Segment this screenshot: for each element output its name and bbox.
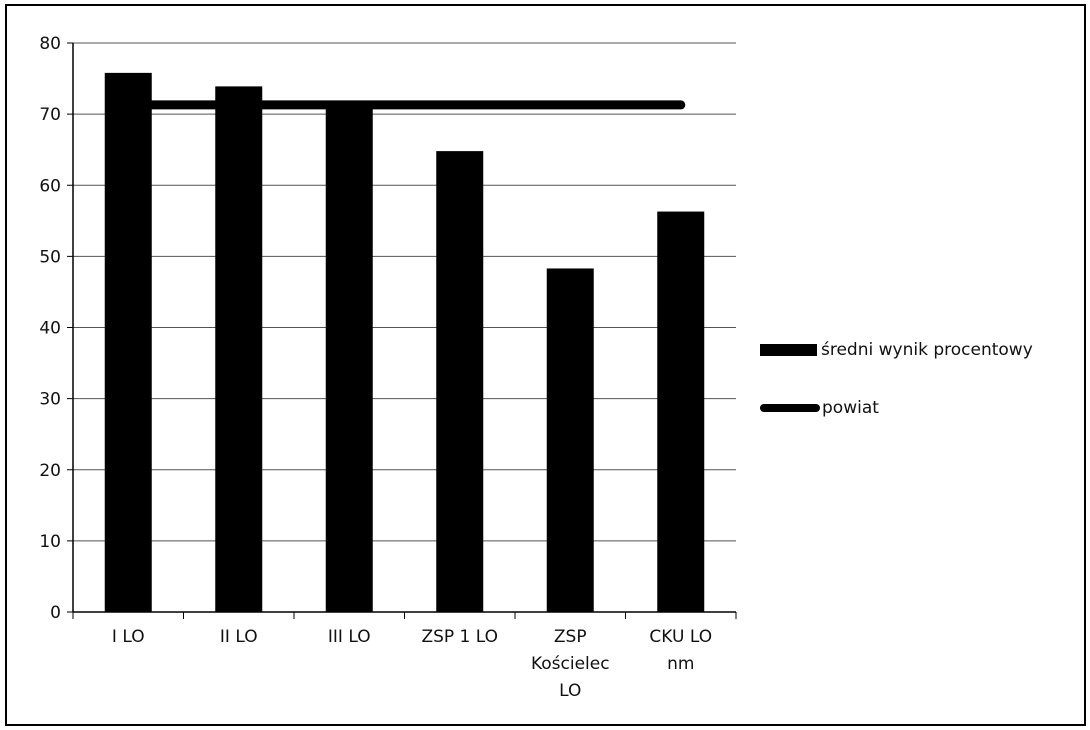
bar-2 bbox=[325, 105, 373, 612]
x-tick-label-0-0: I LO bbox=[112, 627, 145, 647]
bar-5 bbox=[657, 211, 705, 612]
y-tick-label-10: 10 bbox=[39, 532, 61, 552]
y-tick-label-40: 40 bbox=[39, 319, 61, 339]
x-tick-label-2-0: III LO bbox=[328, 627, 371, 647]
y-tick-labels: 0 10 20 30 40 50 60 70 80 bbox=[39, 34, 73, 623]
bar-3 bbox=[436, 151, 484, 613]
y-tick-label-50: 50 bbox=[39, 247, 61, 267]
x-tick-label-1-0: II LO bbox=[220, 627, 258, 647]
legend-item-bar: średni wynik procentowy bbox=[760, 338, 1033, 362]
legend-bar-label: średni wynik procentowy bbox=[821, 340, 1033, 360]
x-tick-label-3-0: ZSP 1 LO bbox=[421, 627, 498, 647]
y-tick-label-80: 80 bbox=[39, 34, 61, 54]
y-tick-label-0: 0 bbox=[50, 603, 61, 623]
legend-bar-swatch bbox=[760, 344, 817, 356]
x-tick-label-5-1: nm bbox=[667, 654, 694, 674]
x-tick-label-5-0: CKU LO bbox=[649, 627, 712, 647]
chart-frame bbox=[5, 4, 1086, 726]
legend-line-label: powiat bbox=[822, 398, 879, 418]
legend-line-swatch bbox=[760, 404, 820, 412]
x-tick-label-4-1: Kościelec bbox=[531, 654, 610, 674]
bar-4 bbox=[546, 268, 594, 612]
bar-1 bbox=[215, 86, 263, 613]
axes bbox=[72, 43, 737, 619]
x-tick-label-4-0: ZSP bbox=[554, 627, 587, 647]
legend-item-line: powiat bbox=[760, 396, 1033, 420]
y-tick-label-70: 70 bbox=[39, 105, 61, 125]
legend: średni wynik procentowy powiat bbox=[760, 338, 1033, 454]
y-tick-label-30: 30 bbox=[39, 390, 61, 410]
x-tick-labels: I LO II LO III LO ZSP 1 LO ZSP Kościelec LO CKU… bbox=[112, 627, 712, 701]
grid-lines bbox=[73, 42, 736, 542]
bar-0 bbox=[104, 72, 152, 612]
x-tick-label-4-2: LO bbox=[559, 681, 581, 701]
bars bbox=[104, 72, 705, 613]
y-tick-label-20: 20 bbox=[39, 461, 61, 481]
y-tick-label-60: 60 bbox=[39, 176, 61, 196]
